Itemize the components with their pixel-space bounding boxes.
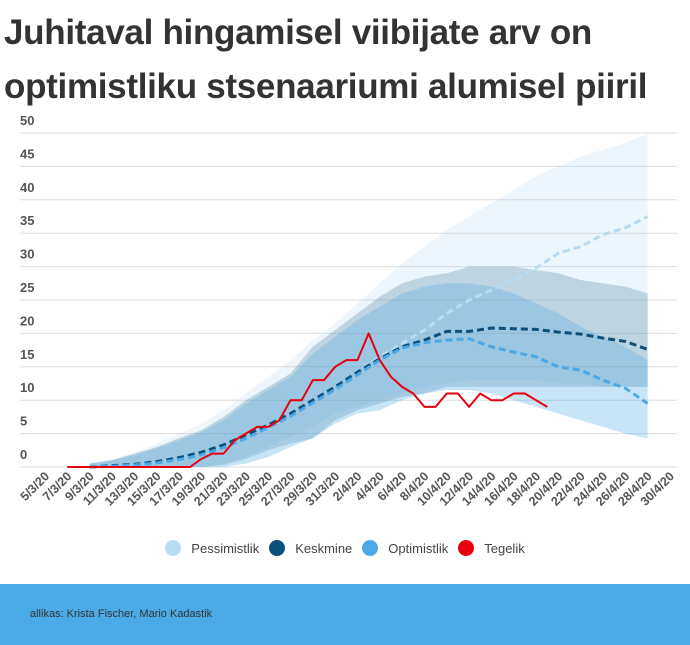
legend-swatch [362, 540, 379, 556]
y-tick-label: 50 [20, 113, 34, 128]
band-pessimistlik [89, 133, 648, 467]
legend-item-tegelik[interactable]: Tegelik [458, 540, 525, 556]
line-tegelik [67, 332, 548, 468]
y-tick-label: 20 [20, 313, 34, 328]
legend-swatch [458, 540, 475, 556]
y-tick-label: 5 [20, 414, 27, 429]
y-tick-label: 15 [20, 347, 34, 362]
band-optimistlik [89, 283, 648, 467]
legend-swatch [269, 540, 286, 556]
footer: allikas: Krista Fischer, Mario Kadastik [0, 584, 690, 645]
line-keskmine [89, 326, 649, 469]
legend-item-pessimistlik[interactable]: Pessimistlik [165, 540, 259, 556]
legend-label: Optimistlik [388, 540, 449, 556]
legend-item-keskmine[interactable]: Keskmine [269, 540, 352, 556]
y-tick-label: 30 [20, 247, 34, 262]
line-optimistlik [89, 337, 649, 469]
legend-label: Pessimistlik [191, 540, 260, 556]
legend: Pessimistlik Keskmine Optimistlik Tegeli… [0, 540, 690, 556]
legend-label: Tegelik [484, 540, 525, 556]
legend-swatch [165, 540, 182, 556]
y-tick-label: 0 [20, 447, 27, 462]
legend-label: Keskmine [295, 540, 353, 556]
y-tick-label: 45 [20, 146, 34, 161]
y-tick-label: 35 [20, 213, 34, 228]
chart-title: Juhitaval hingamisel viibijate arv on op… [4, 13, 648, 106]
legend-item-optimistlik[interactable]: Optimistlik [362, 540, 448, 556]
y-tick-label: 40 [20, 180, 34, 195]
chart: 051015202530354045505/3/207/3/209/3/2011… [18, 113, 677, 509]
source-text: allikas: Krista Fischer, Mario Kadastik [30, 608, 213, 620]
y-tick-label: 10 [20, 380, 34, 395]
y-tick-label: 25 [20, 280, 34, 295]
